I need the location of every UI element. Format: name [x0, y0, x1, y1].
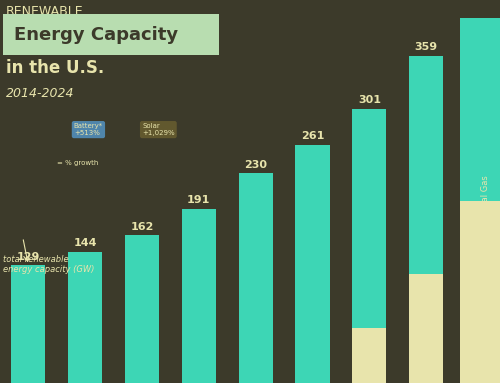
Bar	[238, 173, 272, 383]
Bar	[68, 252, 102, 383]
Bar	[460, 201, 500, 383]
Text: total renewable
energy capacity (GW): total renewable energy capacity (GW)	[3, 255, 94, 274]
Text: 230: 230	[244, 160, 267, 170]
Text: Natural Gas: Natural Gas	[482, 176, 490, 226]
Bar	[182, 209, 216, 383]
Text: 301: 301	[358, 95, 381, 105]
Text: RENEWABLE: RENEWABLE	[6, 5, 84, 18]
Text: 162: 162	[130, 222, 154, 232]
Text: Battery*
+513%: Battery* +513%	[74, 123, 103, 136]
Text: 191: 191	[187, 195, 210, 205]
Bar	[12, 265, 46, 383]
Text: 359: 359	[414, 42, 438, 52]
Text: in the U.S.: in the U.S.	[6, 59, 104, 77]
Bar	[352, 328, 386, 383]
Bar	[352, 108, 386, 328]
Text: 129: 129	[16, 252, 40, 262]
Bar	[409, 56, 443, 273]
Bar	[409, 273, 443, 383]
Bar	[296, 145, 330, 383]
Text: 261: 261	[301, 131, 324, 141]
Text: 2014-2024: 2014-2024	[6, 87, 74, 100]
Text: 144: 144	[74, 238, 97, 248]
Text: Energy Capacity: Energy Capacity	[14, 26, 178, 44]
Bar	[460, 18, 500, 201]
Text: = % growth: = % growth	[57, 160, 98, 165]
FancyBboxPatch shape	[3, 14, 218, 55]
Text: Solar
+1,029%: Solar +1,029%	[142, 123, 174, 136]
Bar	[125, 235, 159, 383]
